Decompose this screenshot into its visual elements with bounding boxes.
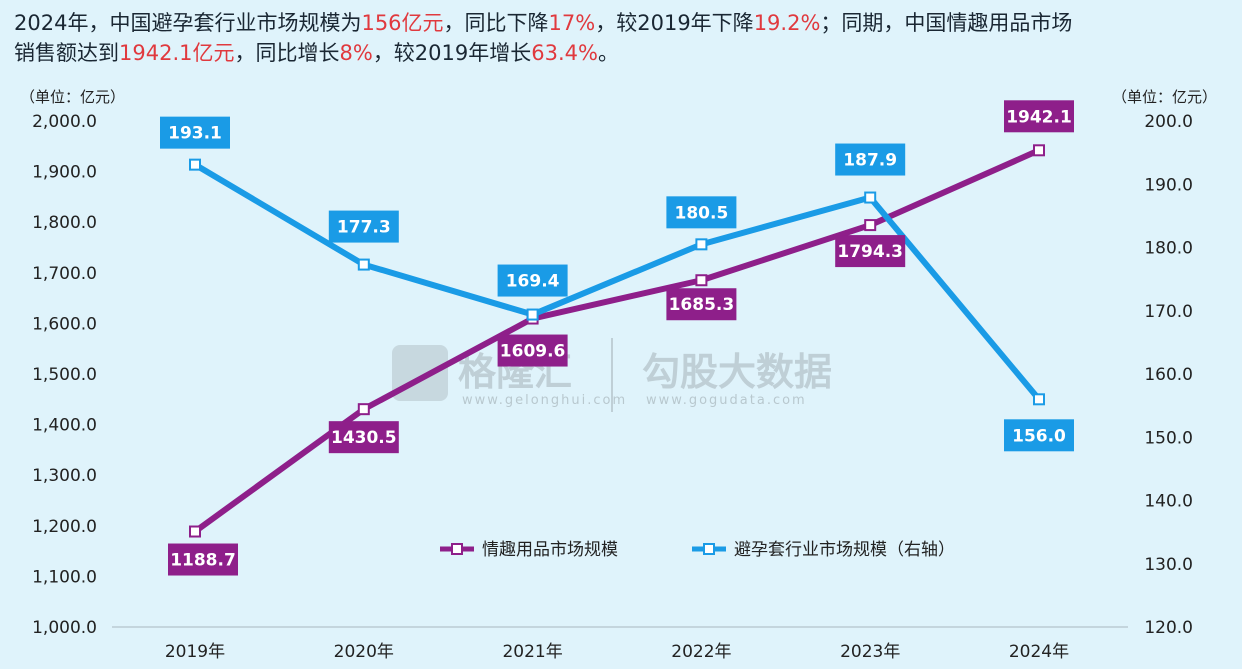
x-tick-label: 2022年	[671, 642, 731, 662]
series-2-label-box	[666, 196, 737, 229]
series-2-label-box	[328, 210, 399, 243]
series-2-label-box	[1004, 419, 1074, 452]
y-right-tick-label: 180.0	[1144, 239, 1193, 259]
legend-label: 避孕套行业市场规模（右轴）	[734, 540, 955, 560]
y-axis-left: 2,000.0 1,900.0 1,800.0 1,700.0 1,600.0 1,500…	[32, 112, 97, 638]
x-axis: 2019年 2020年 2021年 2022年 2023年 2024年	[112, 626, 1128, 662]
y-left-tick-label: 1,500.0	[32, 365, 97, 385]
watermark-brand2-url: www.gogudata.com	[646, 393, 807, 408]
series-2-label-box	[160, 116, 230, 149]
series-1-data-label: 1188.7	[170, 551, 236, 571]
series-1-label-box	[666, 288, 737, 321]
legend: 情趣用品市场规模 避孕套行业市场规模（右轴）	[440, 540, 955, 560]
y-right-tick-label: 120.0	[1144, 618, 1193, 638]
x-tick-label: 2019年	[165, 642, 225, 662]
y-left-tick-label: 1,800.0	[32, 213, 97, 233]
series-1-point	[357, 403, 370, 416]
y-axis-right: 200.0 190.0 180.0 170.0 160.0 150.0 140.0 130.0…	[1144, 112, 1193, 638]
y-right-tick-label: 160.0	[1144, 365, 1193, 385]
headline-text: 销售额达到	[14, 41, 119, 65]
y-right-tick-label: 130.0	[1144, 555, 1193, 575]
series-2-data-label: 177.3	[337, 218, 391, 238]
y-left-tick-label: 1,700.0	[32, 264, 97, 284]
series-2-data-label: 187.9	[843, 151, 897, 171]
y-right-tick-label: 190.0	[1144, 175, 1193, 195]
series-2-point	[1033, 393, 1045, 406]
series-lines	[192, 147, 1042, 535]
watermark: 格隆汇 www.gelonghui.com 勾股大数据 www.gogudata…	[392, 338, 832, 412]
y-left-tick-label: 1,200.0	[32, 517, 97, 537]
y-left-tick-label: 1,300.0	[32, 466, 97, 486]
y-right-tick-label: 200.0	[1144, 112, 1193, 132]
data-labels: 1188.7 1430.5 1609.6 1685.3 1794.3 1942.1 193.…	[160, 100, 1074, 576]
y-right-unit: （单位：亿元）	[1112, 88, 1217, 106]
headline-text: 2024年，中国避孕套行业市场规模为	[14, 11, 362, 35]
y-right-tick-label: 140.0	[1144, 492, 1193, 512]
series-1-data-label: 1685.3	[669, 295, 735, 315]
headline-text: ；同期，中国情趣用品市场	[820, 11, 1073, 35]
series-line-1	[192, 147, 1042, 535]
series-1-point	[864, 219, 877, 232]
headline-text: ，同比下降	[443, 11, 549, 35]
headline: 2024年，中国避孕套行业市场规模为156亿元，同比下降17%，较2019年下降…	[14, 8, 1229, 68]
series-2-data-label: 193.1	[168, 124, 222, 144]
series-2-data-label: 169.4	[506, 272, 560, 292]
series-2-point	[864, 191, 877, 204]
y-left-tick-label: 1,100.0	[32, 567, 97, 587]
series-2-label-box	[835, 143, 906, 176]
series-1-data-label: 1942.1	[1006, 107, 1072, 127]
y-left-unit: （单位：亿元）	[20, 88, 125, 106]
headline-highlight: 8%	[339, 41, 373, 65]
watermark-brand1-url: www.gelonghui.com	[462, 393, 627, 408]
headline-highlight: 19.2%	[753, 11, 821, 35]
series-1-label-box	[328, 421, 399, 454]
y-right-tick-label: 150.0	[1144, 428, 1193, 448]
series-1-data-label: 1609.6	[500, 342, 566, 362]
headline-line-1: 2024年，中国避孕套行业市场规模为156亿元，同比下降17%，较2019年下降…	[14, 8, 1229, 38]
series-1-data-label: 1430.5	[331, 428, 397, 448]
legend-label: 情趣用品市场规模	[482, 540, 618, 560]
series-1-point	[1033, 144, 1045, 157]
series-2-point	[526, 308, 539, 321]
x-tick-label: 2023年	[840, 642, 900, 662]
y-left-tick-label: 1,600.0	[32, 314, 97, 334]
headline-highlight: 17%	[548, 11, 596, 35]
series-1-data-label: 1794.3	[837, 242, 903, 262]
legend-swatch-marker	[451, 543, 463, 555]
headline-highlight: 1942.1亿元	[119, 41, 235, 65]
series-1-label-box	[497, 334, 568, 367]
headline-text: 。	[597, 41, 619, 65]
series-1-label-box	[168, 543, 238, 576]
headline-highlight: 156亿元	[361, 11, 444, 35]
x-tick-label: 2024年	[1009, 642, 1069, 662]
headline-text: ，同比增长	[234, 41, 340, 65]
series-line-2	[192, 161, 1042, 403]
series-2-data-label: 156.0	[1012, 426, 1066, 446]
series-markers	[189, 144, 1045, 538]
y-left-tick-label: 1,400.0	[32, 416, 97, 436]
series-2-data-label: 180.5	[675, 203, 729, 223]
headline-text: ，较2019年下降	[595, 11, 754, 35]
headline-highlight: 63.4%	[531, 41, 598, 65]
y-left-tick-label: 1,900.0	[32, 163, 97, 183]
x-tick-label: 2021年	[502, 642, 562, 662]
series-1-point	[189, 525, 201, 538]
headline-text: ，较2019年增长	[372, 41, 532, 65]
series-1-label-box	[1004, 100, 1074, 133]
series-1-point	[695, 274, 708, 287]
y-left-tick-label: 1,000.0	[32, 618, 97, 638]
headline-line-2: 销售额达到1942.1亿元，同比增长8%，较2019年增长63.4%。	[14, 38, 1229, 68]
series-1-label-box	[835, 235, 906, 268]
watermark-brand2: 勾股大数据	[642, 350, 832, 394]
x-tick-label: 2020年	[334, 642, 394, 662]
series-2-label-box	[497, 264, 568, 297]
legend-swatch-marker	[703, 543, 715, 555]
y-right-tick-label: 170.0	[1144, 302, 1193, 322]
series-2-point	[357, 258, 370, 271]
series-2-point	[189, 158, 201, 171]
series-2-point	[695, 238, 708, 251]
y-left-tick-label: 2,000.0	[32, 112, 97, 132]
